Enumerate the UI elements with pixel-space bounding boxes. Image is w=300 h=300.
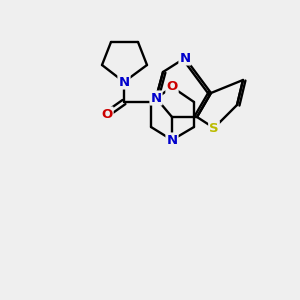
Text: S: S: [209, 122, 219, 134]
Text: N: N: [150, 92, 162, 104]
Text: N: N: [179, 52, 191, 64]
Text: O: O: [167, 80, 178, 94]
Text: N: N: [118, 76, 130, 88]
Text: O: O: [101, 107, 112, 121]
Text: N: N: [167, 134, 178, 146]
